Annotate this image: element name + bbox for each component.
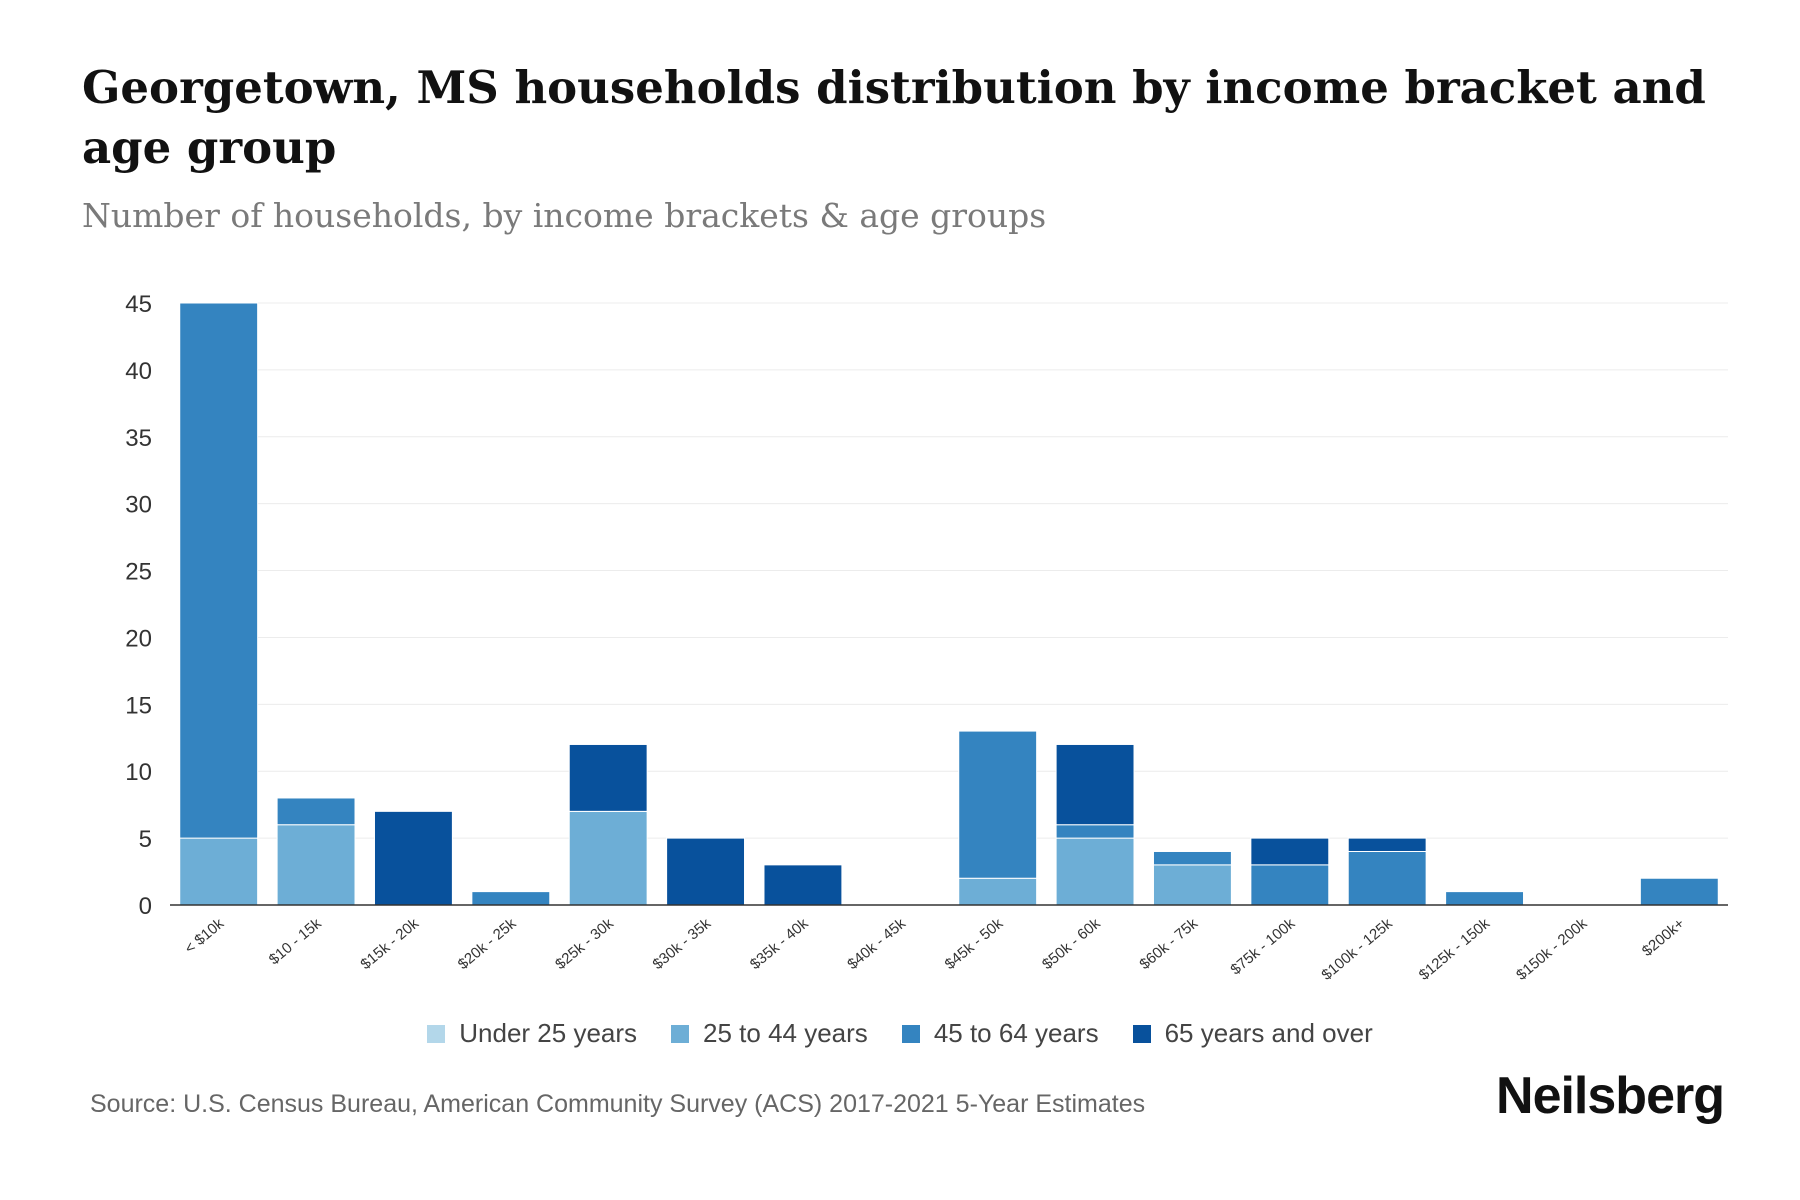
bar-segment-8-2[interactable] <box>958 730 1038 879</box>
legend-swatch-65-over <box>1132 1024 1151 1043</box>
bar-segment-13-2[interactable] <box>1445 891 1525 906</box>
y-tick-label: 30 <box>125 492 152 519</box>
bar-segment-0-1[interactable] <box>179 837 259 906</box>
bar-segment-0-2[interactable] <box>179 302 259 839</box>
bar-segment-9-2[interactable] <box>1055 824 1135 839</box>
bar-segment-4-1[interactable] <box>568 810 648 906</box>
bar-segment-9-1[interactable] <box>1055 837 1135 906</box>
legend-swatch-45-64 <box>901 1024 920 1043</box>
x-tick-label: $20k - 25k <box>455 915 520 973</box>
legend-label-25-44: 25 to 44 years <box>703 1018 868 1048</box>
bar-segment-1-2[interactable] <box>276 797 356 826</box>
bar-segment-10-1[interactable] <box>1152 864 1232 906</box>
chart-subtitle: Number of households, by income brackets… <box>82 196 1047 235</box>
source-note: Source: U.S. Census Bureau, American Com… <box>90 1090 1146 1118</box>
x-tick-label: $10 - 15k <box>266 915 325 969</box>
brand-logo: Neilsberg <box>1496 1067 1725 1125</box>
legend: Under 25 years 25 to 44 years 45 to 64 y… <box>0 1018 1800 1049</box>
x-tick-label: $15k - 20k <box>357 915 422 973</box>
y-tick-label: 35 <box>125 425 152 452</box>
x-tick-label: $125k - 150k <box>1416 915 1494 984</box>
legend-label-under-25: Under 25 years <box>459 1018 638 1048</box>
x-tick-label: $45k - 50k <box>942 915 1007 973</box>
bar-segment-11-3[interactable] <box>1250 837 1330 866</box>
bar-segment-5-3[interactable] <box>666 837 746 906</box>
bar-segment-3-2[interactable] <box>471 891 551 906</box>
y-tick-label: 25 <box>125 559 152 586</box>
x-tick-label: $75k - 100k <box>1227 915 1298 979</box>
y-axis-ticks: 0 5 10 15 20 25 30 35 40 45 <box>125 291 152 920</box>
y-tick-label: 45 <box>125 291 152 318</box>
bar-segment-12-3[interactable] <box>1347 837 1427 852</box>
bar-segment-12-2[interactable] <box>1347 850 1427 906</box>
legend-item-45-64[interactable]: 45 to 64 years <box>901 1018 1099 1049</box>
x-tick-label: $30k - 35k <box>650 915 715 973</box>
x-tick-label: $50k - 60k <box>1039 915 1104 973</box>
x-tick-label: $60k - 75k <box>1136 915 1201 973</box>
bar-segment-4-3[interactable] <box>568 743 648 812</box>
bars <box>179 302 1719 906</box>
y-tick-label: 10 <box>125 759 152 786</box>
chart-title: Georgetown, MS households distribution b… <box>82 61 1706 174</box>
stacked-bar-chart: 0 5 10 15 20 25 30 35 40 45 < $10k $10 - 15k $15k -… <box>125 291 1728 984</box>
legend-swatch-under-25 <box>427 1024 446 1043</box>
y-tick-label: 40 <box>125 358 152 385</box>
bar-segment-6-3[interactable] <box>763 864 843 906</box>
gridlines <box>252 302 1728 839</box>
bar-segment-1-1[interactable] <box>276 824 356 906</box>
x-tick-label: $25k - 30k <box>552 915 617 973</box>
y-tick-label: 15 <box>125 692 152 719</box>
x-tick-label: $40k - 45k <box>844 915 909 973</box>
legend-item-25-44[interactable]: 25 to 44 years <box>671 1018 868 1049</box>
x-tick-label: $200k+ <box>1639 915 1688 960</box>
bar-segment-8-1[interactable] <box>958 877 1038 906</box>
legend-item-under-25[interactable]: Under 25 years <box>427 1018 637 1049</box>
legend-item-65-over[interactable]: 65 years and over <box>1132 1018 1373 1049</box>
y-tick-label: 20 <box>125 625 152 652</box>
bar-segment-10-2[interactable] <box>1152 850 1232 866</box>
bar-segment-2-3[interactable] <box>373 810 453 906</box>
legend-label-45-64: 45 to 64 years <box>933 1018 1099 1048</box>
legend-swatch-25-44 <box>671 1024 690 1043</box>
bar-segment-9-3[interactable] <box>1055 743 1135 826</box>
bar-segment-15-2[interactable] <box>1639 877 1719 906</box>
x-axis-ticks: < $10k $10 - 15k $15k - 20k $20k - 25k $25k … <box>182 915 1689 984</box>
y-tick-label: 0 <box>139 893 152 920</box>
x-tick-label: $35k - 40k <box>747 915 812 973</box>
y-tick-label: 5 <box>139 826 152 853</box>
x-tick-label: < $10k <box>182 915 228 958</box>
x-tick-label: $100k - 125k <box>1318 915 1396 984</box>
legend-label-65-over: 65 years and over <box>1164 1018 1373 1048</box>
x-tick-label: $150k - 200k <box>1513 915 1591 984</box>
bar-segment-11-2[interactable] <box>1250 864 1330 906</box>
